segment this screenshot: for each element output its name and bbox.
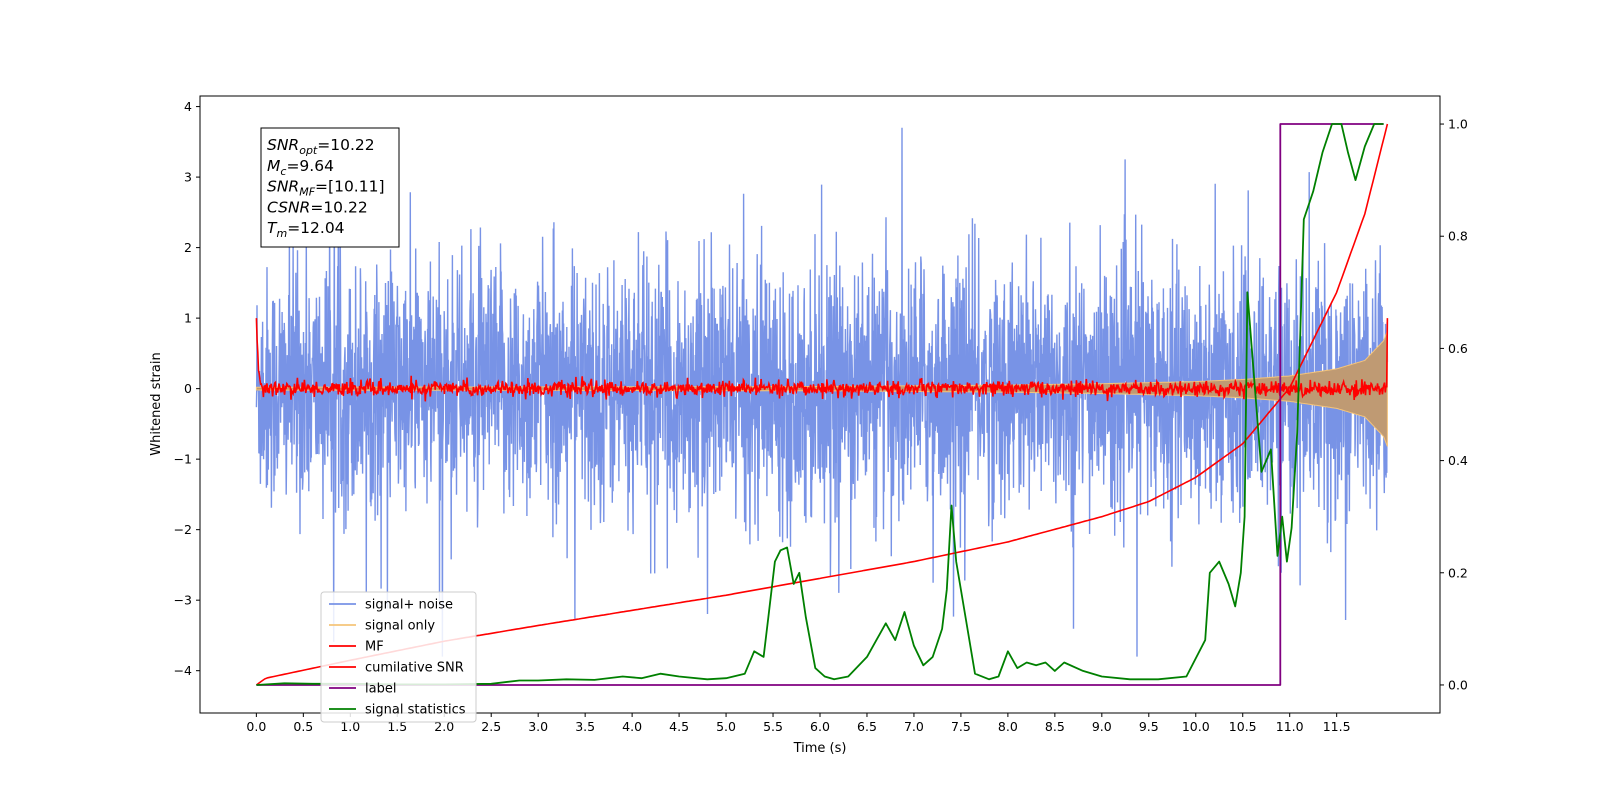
stats-value: =12.04 bbox=[287, 219, 344, 237]
x-tick-label: 7.5 bbox=[951, 719, 971, 734]
x-tick-label: 3.0 bbox=[528, 719, 548, 734]
y-right-tick-label: 0.8 bbox=[1448, 229, 1468, 244]
stats-value: =10.22 bbox=[317, 136, 374, 154]
stats-subscript: MF bbox=[299, 186, 315, 199]
x-axis-label: Time (s) bbox=[793, 741, 847, 756]
y-left-tick-label: 1 bbox=[184, 311, 192, 326]
y-axis-right-ticks: 0.0 0.2 0.4 0.6 0.8 1.0 bbox=[1440, 117, 1468, 692]
legend-label: signal only bbox=[365, 619, 435, 634]
x-tick-label: 11.0 bbox=[1276, 719, 1304, 734]
y-left-tick-label: −4 bbox=[174, 663, 192, 678]
x-tick-label: 6.0 bbox=[810, 719, 830, 734]
legend-label: signal statistics bbox=[365, 703, 466, 718]
y-right-tick-label: 0.2 bbox=[1448, 565, 1468, 580]
legend: signal+ noise signal only MF cumilative SNR… bbox=[320, 591, 477, 723]
stats-value: =[10.11] bbox=[315, 178, 384, 196]
stats-symbol: SNR bbox=[267, 136, 299, 154]
stats-line: SNRopt=10.22 bbox=[267, 136, 375, 157]
x-tick-label: 0.0 bbox=[246, 719, 266, 734]
x-tick-label: 2.5 bbox=[481, 719, 501, 734]
x-tick-label: 0.5 bbox=[293, 719, 313, 734]
stats-symbol: T bbox=[267, 219, 278, 237]
stats-value: =9.64 bbox=[286, 157, 334, 175]
y-left-tick-label: −1 bbox=[174, 452, 192, 467]
x-tick-label: 6.5 bbox=[857, 719, 877, 734]
stats-subscript: c bbox=[280, 165, 286, 178]
x-tick-label: 7.0 bbox=[904, 719, 924, 734]
stats-subscript: m bbox=[276, 227, 287, 240]
stats-subscript: opt bbox=[299, 144, 318, 157]
y-right-tick-label: 0.0 bbox=[1448, 677, 1468, 692]
y-left-tick-label: 0 bbox=[184, 381, 192, 396]
stats-symbol: CSNR bbox=[267, 198, 310, 216]
stats-box-frame bbox=[260, 127, 400, 248]
x-tick-label: 4.5 bbox=[669, 719, 689, 734]
legend-label: cumilative SNR bbox=[365, 661, 464, 676]
series-mf-line bbox=[255, 318, 1389, 402]
y-right-tick-label: 1.0 bbox=[1448, 117, 1468, 132]
series-label-line bbox=[256, 123, 1384, 686]
x-tick-label: 8.0 bbox=[998, 719, 1018, 734]
x-axis-ticks: 0.0 0.5 1.0 1.5 2.0 2.5 3.0 3.5 4.0 4.5 5.0 5.5 6.0 6… bbox=[246, 713, 1351, 734]
legend-label: label bbox=[365, 682, 396, 697]
legend-label: MF bbox=[365, 640, 384, 655]
stats-line: Tm=12.04 bbox=[267, 219, 345, 240]
stats-value: =10.22 bbox=[310, 198, 367, 216]
x-tick-label: 1.5 bbox=[387, 719, 407, 734]
y-right-tick-label: 0.6 bbox=[1448, 341, 1468, 356]
legend-frame bbox=[320, 591, 477, 723]
stats-line: SNRMF=[10.11] bbox=[267, 178, 385, 199]
legend-label: signal+ noise bbox=[365, 598, 453, 613]
x-tick-label: 11.5 bbox=[1323, 719, 1351, 734]
x-tick-label: 4.0 bbox=[622, 719, 642, 734]
y-axis-left-ticks: −4 −3 −2 −1 0 1 2 3 4 bbox=[174, 99, 200, 678]
y-axis-label: Whitened strain bbox=[149, 352, 164, 455]
series-layer bbox=[255, 123, 1389, 686]
x-tick-label: 2.0 bbox=[434, 719, 454, 734]
x-tick-label: 9.0 bbox=[1092, 719, 1112, 734]
series-signal-statistics-line bbox=[256, 123, 1384, 686]
y-left-tick-label: 3 bbox=[184, 170, 192, 185]
x-tick-label: 5.0 bbox=[716, 719, 736, 734]
x-tick-label: 1.0 bbox=[340, 719, 360, 734]
y-left-tick-label: −2 bbox=[174, 522, 192, 537]
x-tick-label: 3.5 bbox=[575, 719, 595, 734]
stats-symbol: M bbox=[267, 157, 280, 175]
x-tick-label: 8.5 bbox=[1045, 719, 1065, 734]
y-left-tick-label: 2 bbox=[184, 240, 192, 255]
stats-line: CSNR=10.22 bbox=[267, 198, 368, 216]
y-left-tick-label: −3 bbox=[174, 593, 192, 608]
stats-line: Mc=9.64 bbox=[267, 157, 334, 178]
stats-box: SNRopt=10.22Mc=9.64SNRMF=[10.11]CSNR=10.… bbox=[260, 127, 400, 248]
x-tick-label: 5.5 bbox=[763, 719, 783, 734]
x-tick-label: 10.5 bbox=[1229, 719, 1257, 734]
y-right-tick-label: 0.4 bbox=[1448, 453, 1468, 468]
stats-symbol: SNR bbox=[267, 178, 299, 196]
x-tick-label: 9.5 bbox=[1139, 719, 1159, 734]
x-tick-label: 10.0 bbox=[1182, 719, 1210, 734]
y-left-tick-label: 4 bbox=[184, 99, 192, 114]
